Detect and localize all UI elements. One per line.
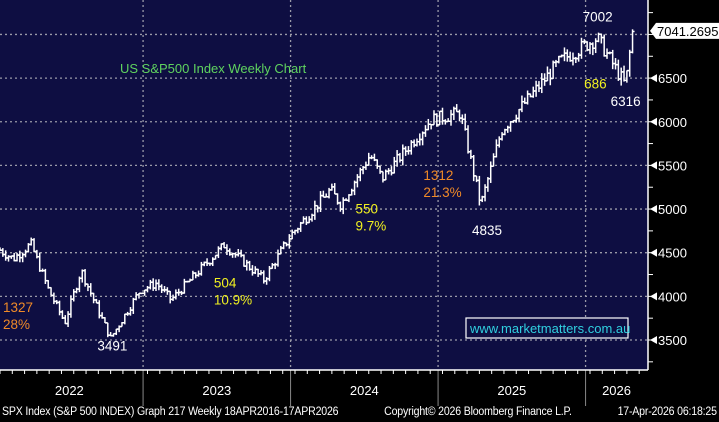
- price-tick-label: 5000: [658, 202, 687, 217]
- price-marker-icon: [650, 74, 657, 83]
- weekly-bars: [0, 29, 635, 338]
- price-tick-label: 5500: [658, 158, 687, 173]
- website-box: [465, 317, 629, 339]
- year-tick-label: 2023: [202, 383, 231, 398]
- chart-annotation: 504: [214, 276, 237, 291]
- price-marker-icon: [650, 161, 657, 170]
- chart-annotation: 10.9%: [214, 293, 252, 308]
- last-price-label: 7041.2695: [657, 24, 718, 39]
- price-chart: 3500 4000 4500 5000 5500 6000 6500 2022 2023 2024…: [0, 0, 719, 406]
- footer-timestamp: 17-Apr-2026 06:18:25: [617, 406, 717, 418]
- chart-annotation: 6316: [611, 94, 641, 109]
- price-marker-icon: [650, 292, 657, 301]
- price-marker-icon: [650, 336, 657, 344]
- plot-area: [0, 0, 648, 370]
- last-price-box: [650, 22, 719, 39]
- chart-title: US S&P500 Index Weekly Chart: [120, 61, 307, 76]
- price-tick-label: 4500: [658, 246, 687, 261]
- chart-annotation: 686: [584, 77, 607, 92]
- chart-annotation: 1312: [423, 168, 453, 183]
- price-tick-label: 4000: [658, 289, 687, 304]
- chart-annotation: 3491: [97, 338, 127, 353]
- price-marker-icon: [650, 117, 657, 126]
- price-marker-icon: [650, 248, 657, 257]
- price-marker-icon: [650, 205, 657, 214]
- footer-security-info: SPX Index (S&P 500 INDEX) Graph 217 Week…: [2, 406, 339, 418]
- footer-copyright: Copyright© 2026 Bloomberg Finance L.P.: [384, 406, 572, 418]
- price-tick-label: 3500: [658, 333, 687, 348]
- year-tick-label: 2025: [497, 383, 526, 398]
- year-tick-label: 2026: [602, 383, 631, 398]
- chart-annotation: 1327: [3, 300, 33, 315]
- year-tick-label: 2022: [55, 383, 84, 398]
- year-tick-label: 2024: [350, 383, 379, 398]
- price-tick-label: 6000: [658, 115, 687, 130]
- price-tick-label: 6500: [658, 71, 687, 86]
- chart-annotation: 4835: [472, 223, 502, 238]
- chart-annotation: 9.7%: [355, 218, 386, 233]
- chart-annotation: 28%: [3, 317, 30, 332]
- website-label: www.marketmatters.com.au: [469, 321, 630, 336]
- chart-annotation: 7002: [583, 9, 613, 24]
- chart-footer: SPX Index (S&P 500 INDEX) Graph 217 Week…: [2, 406, 717, 418]
- chart-annotation: 550: [355, 201, 378, 216]
- chart-annotation: 21.3%: [423, 185, 461, 200]
